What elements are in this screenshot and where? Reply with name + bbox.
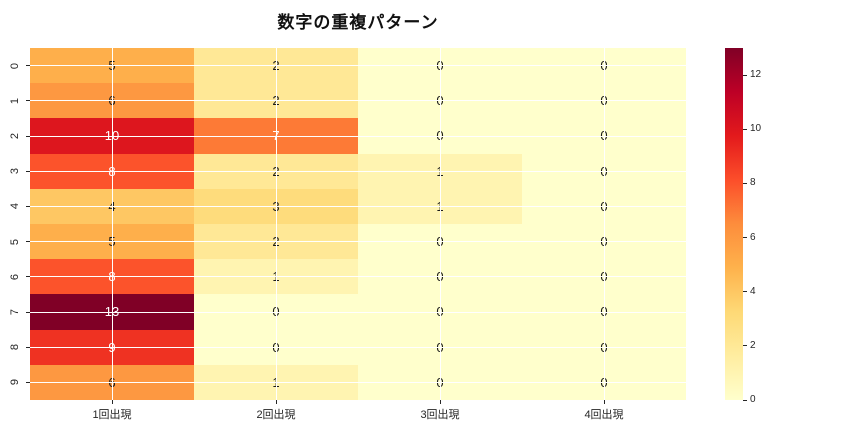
heatmap-cell: 10 [30, 118, 194, 154]
heatmap-cell: 8 [30, 153, 194, 189]
heatmap-cell: 0 [358, 294, 522, 330]
colorbar-tick-label: 4 [750, 285, 756, 297]
heatmap-cell: 0 [358, 224, 522, 260]
heatmap-cell: 0 [522, 259, 686, 295]
colorbar-tick-mark [743, 182, 747, 184]
heatmap-cell: 0 [522, 294, 686, 330]
y-tick-mark [26, 241, 30, 243]
heatmap-cell: 1 [194, 364, 358, 400]
heatmap-cell: 0 [522, 83, 686, 119]
heatmap-cell: 1 [194, 259, 358, 295]
heatmap-cell: 0 [358, 329, 522, 365]
y-tick-mark [26, 170, 30, 172]
y-tick-mark [26, 381, 30, 383]
y-tick-label: 5 [9, 238, 21, 245]
colorbar-gradient [725, 48, 743, 400]
colorbar-tick-mark [743, 237, 747, 239]
heatmap-cell: 0 [522, 48, 686, 84]
x-tick-mark [111, 400, 113, 404]
colorbar-tick-label: 8 [750, 177, 756, 189]
x-tick-label: 4回出現 [584, 409, 624, 421]
heatmap-cell: 2 [194, 224, 358, 260]
heatmap-cell: 0 [358, 364, 522, 400]
heatmap-cell: 0 [522, 224, 686, 260]
y-tick-mark [26, 65, 30, 67]
colorbar-tick-label: 2 [750, 339, 756, 351]
y-tick-mark [26, 346, 30, 348]
heatmap-cell: 6 [30, 83, 194, 119]
heatmap-cell: 0 [522, 153, 686, 189]
colorbar-tick-mark [743, 128, 747, 130]
heatmap-cell: 2 [194, 83, 358, 119]
y-tick-mark [26, 311, 30, 313]
heatmap-cell: 6 [30, 364, 194, 400]
x-tick-label: 1回出現 [92, 409, 132, 421]
y-tick-label: 8 [9, 344, 21, 351]
heatmap-cell: 7 [194, 118, 358, 154]
heatmap-cell: 0 [358, 48, 522, 84]
y-tick-mark [26, 135, 30, 137]
y-tick-label: 3 [9, 168, 21, 175]
colorbar-tick-mark [743, 291, 747, 293]
heatmap-cell: 0 [358, 118, 522, 154]
x-tick-mark [603, 400, 605, 404]
heatmap-cell: 9 [30, 329, 194, 365]
y-tick-label: 2 [9, 132, 21, 140]
heatmap-cell: 1 [358, 188, 522, 224]
x-tick-label: 3回出現 [420, 409, 460, 421]
colorbar-tick-label: 0 [750, 394, 756, 405]
y-tick-label: 6 [9, 273, 21, 280]
y-tick-mark [26, 276, 30, 278]
y-tick-label: 1 [9, 97, 21, 104]
heatmap-cell: 0 [522, 329, 686, 365]
heatmap-cell: 8 [30, 259, 194, 295]
heatmap-cell: 5 [30, 48, 194, 84]
y-tick-label: 0 [9, 62, 21, 69]
heatmap-cell: 3 [194, 188, 358, 224]
heatmap-cell: 0 [358, 259, 522, 295]
heatmap-cell: 2 [194, 48, 358, 84]
colorbar-tick-mark [743, 399, 747, 401]
heatmap-cell: 1 [358, 153, 522, 189]
colorbar-tick-label: 10 [750, 123, 762, 135]
heatmap-cell: 0 [194, 329, 358, 365]
heatmap-cell: 4 [30, 188, 194, 224]
colorbar-tick-mark [743, 345, 747, 347]
heatmap-plot: 5 2 0 0 6 2 0 0 10 7 0 0 8 2 1 0 4 3 1 0 5 2 0 0 8 1 0 0 13 0 0 0 9 0 0 0 6 1… [30, 48, 686, 400]
x-tick-label: 2回出現 [256, 409, 296, 421]
colorbar-tick-mark [743, 74, 747, 76]
heatmap-cell: 0 [358, 83, 522, 119]
x-tick-mark [439, 400, 441, 404]
y-tick-label: 4 [9, 203, 21, 210]
y-tick-mark [26, 205, 30, 207]
y-tick-mark [26, 100, 30, 102]
x-tick-mark [275, 400, 277, 404]
heatmap-cell: 2 [194, 153, 358, 189]
chart-title: 数字の重複パターン [277, 13, 439, 32]
heatmap-cells: 5 2 0 0 6 2 0 0 10 7 0 0 8 2 1 0 4 3 1 0 5 2 0 0 8 1 0 0 13 0 0 0 9 0 0 0 6 1… [30, 48, 686, 400]
heatmap-cell: 0 [522, 364, 686, 400]
y-tick-label: 7 [9, 308, 21, 316]
heatmap-cell: 5 [30, 224, 194, 260]
colorbar-tick-label: 6 [750, 231, 756, 243]
y-tick-label: 9 [9, 379, 21, 386]
heatmap-cell: 13 [30, 294, 194, 330]
heatmap-cell: 0 [522, 188, 686, 224]
colorbar-tick-label: 12 [750, 69, 762, 81]
heatmap-cell: 0 [194, 294, 358, 330]
heatmap-cell: 0 [522, 118, 686, 154]
